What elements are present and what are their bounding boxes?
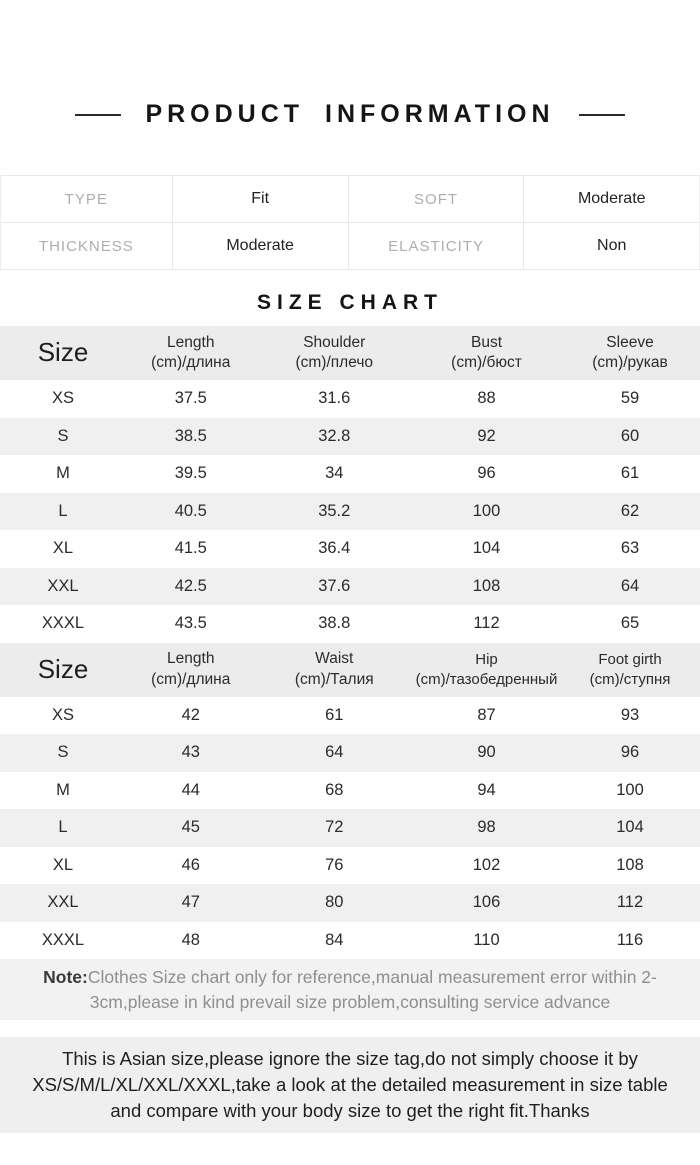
table-row-l: L 45 72 98 104 xyxy=(0,809,700,847)
header-waist: Waist (cm)/Талия xyxy=(294,650,374,688)
table-row-l: L 40.5 35.2 100 62 xyxy=(0,492,700,530)
table-row-xxxl: XXXL 43.5 38.8 112 65 xyxy=(41,614,640,633)
page-title: PRODUCT INFORMATION xyxy=(145,100,555,128)
table-row-xs: XS 42 61 87 93 xyxy=(51,705,640,724)
header-bust: Bust (cm)/бюст xyxy=(451,333,522,371)
table-row-s: S 38.5 32.8 92 60 xyxy=(0,417,700,455)
info-value-thickness: Moderate xyxy=(172,223,349,270)
header-length: Length (cm)/длина xyxy=(151,333,231,371)
table-row-xxl: XXL 42.5 37.6 108 64 xyxy=(0,567,700,605)
header-size: Size xyxy=(37,653,89,684)
info-label-soft: SOFT xyxy=(348,176,525,223)
info-value-type: Fit xyxy=(172,176,349,223)
header-shoulder: Shoulder (cm)/плечо xyxy=(295,333,374,371)
header-sleeve: Sleeve (cm)/рукав xyxy=(592,333,668,371)
info-label-thickness: THICKNESS xyxy=(1,223,173,270)
title-section: PRODUCT INFORMATION xyxy=(0,0,700,129)
size-chart-heading: SIZE CHART xyxy=(257,291,443,314)
table-row-m: M 39.5 34 96 61 xyxy=(56,464,640,483)
size-table-tops: Size Length (cm)/длина Shoulder (cm)/пле… xyxy=(0,326,700,643)
table-row-xl: XL 41.5 36.4 104 63 xyxy=(52,539,640,558)
size-table-tops-header: Size Length (cm)/длина Shoulder (cm)/пле… xyxy=(0,326,700,380)
note-text: Note:Clothes Size chart only for referen… xyxy=(0,959,700,1020)
table-row-xxl: XXL 47 80 106 112 xyxy=(0,884,700,922)
table-row-xs: XS 37.5 31.6 88 59 xyxy=(51,389,640,408)
table-row-xxxl: XXXL 48 84 110 116 xyxy=(41,930,644,949)
title-dash-right xyxy=(578,113,625,116)
table-row-s: S 43 64 90 96 xyxy=(0,734,700,772)
header-foot-girth: Foot girth (cm)/ступня xyxy=(589,651,671,688)
note-label: Note: xyxy=(43,967,88,987)
header-hip: Hip (cm)/тазобедренный xyxy=(415,651,558,688)
info-label-type: TYPE xyxy=(1,176,173,223)
info-label-elasticity: ELASTICITY xyxy=(348,223,525,270)
title-dash-left xyxy=(75,113,122,116)
header-length: Length (cm)/длина xyxy=(151,650,231,688)
table-row-m: M 44 68 94 100 xyxy=(56,780,644,799)
note-body: Clothes Size chart only for reference,ma… xyxy=(87,967,657,1012)
asian-size-disclaimer: This is Asian size,please ignore the siz… xyxy=(0,1036,700,1134)
info-value-elasticity: Non xyxy=(524,223,699,270)
header-size: Size xyxy=(37,337,89,368)
size-table-bottoms: Size Length (cm)/длина Waist (cm)/Талия … xyxy=(0,642,700,960)
product-info-table: TYPE Fit SOFT Moderate THICKNESS Moderat… xyxy=(0,175,700,270)
size-table-bottoms-header: Size Length (cm)/длина Waist (cm)/Талия … xyxy=(0,642,700,697)
info-value-soft: Moderate xyxy=(524,176,699,223)
table-row-xl: XL 46 76 102 108 xyxy=(52,855,644,874)
